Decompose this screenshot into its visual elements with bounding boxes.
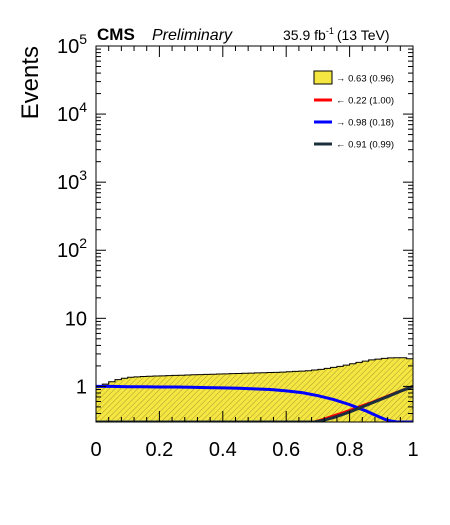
ticks-layer: 0 0.2 0.4 0.6 0.8 1 1 10 102 103 104 105	[57, 31, 419, 461]
y-tick-label: 103	[57, 167, 87, 194]
legend-swatch	[313, 70, 333, 85]
preliminary-label: Preliminary	[152, 27, 233, 44]
plot-frame	[95, 45, 414, 423]
x-tick-label: 0	[90, 439, 101, 461]
luminosity-exponent: -1	[326, 26, 334, 36]
data-layer	[96, 357, 413, 422]
line-series-3	[96, 384, 413, 422]
y-tick-label: 10	[65, 308, 87, 330]
legend-label: → 0.63 (0.96)	[336, 74, 394, 85]
x-tick-label: 1	[407, 439, 418, 461]
legend-label: → 0.98 (0.18)	[336, 118, 394, 129]
x-tick-label: 0.6	[272, 439, 300, 461]
y-tick-label: 104	[57, 99, 87, 126]
y-tick-label: 105	[57, 31, 87, 58]
x-tick-label: 0.8	[336, 439, 364, 461]
legend-label: ← 0.22 (1.00)	[336, 96, 394, 107]
cms-label: CMS	[97, 25, 135, 44]
y-axis-label: Events	[17, 46, 44, 119]
y-tick-label: 102	[57, 235, 87, 262]
legend: → 0.63 (0.96) ← 0.22 (1.00) → 0.98 (0.18) ←…	[313, 70, 394, 151]
x-tick-label: 0.4	[209, 439, 237, 461]
x-tick-label: 0.2	[145, 439, 173, 461]
legend-label: ← 0.91 (0.99)	[336, 140, 394, 151]
line-series-2	[96, 384, 413, 422]
luminosity-value: 35.9 fb	[283, 27, 326, 43]
y-tick-label: 1	[76, 376, 87, 398]
energy-value: (13 TeV)	[337, 27, 390, 43]
luminosity-label: 35.9 fb-1 (13 TeV)	[283, 26, 390, 43]
